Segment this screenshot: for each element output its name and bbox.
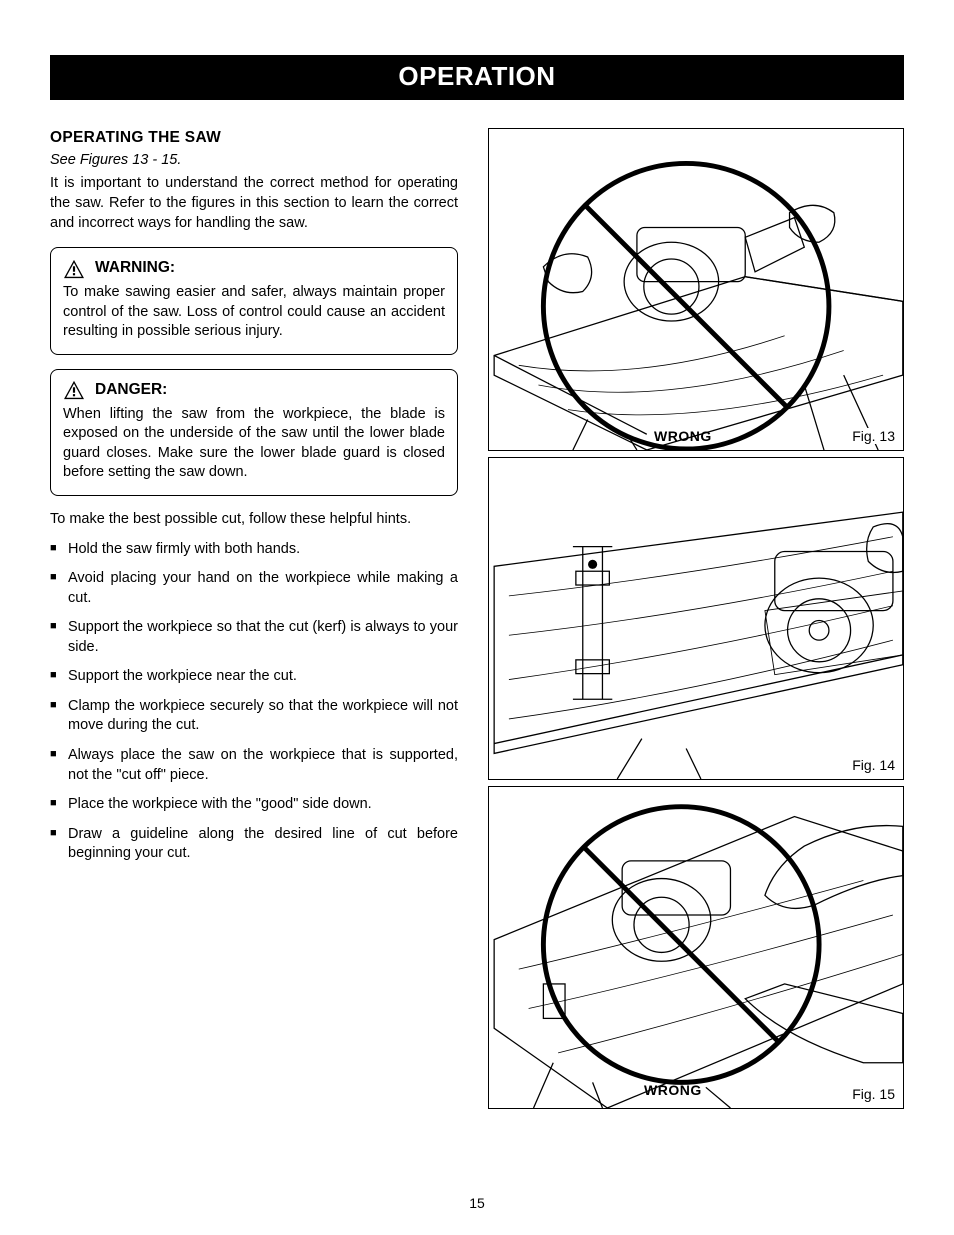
figure-15-label: Fig. 15 — [852, 1086, 895, 1102]
list-item: Place the workpiece with the "good" side… — [50, 795, 458, 815]
danger-title: DANGER: — [95, 380, 167, 401]
danger-header: DANGER: — [63, 380, 445, 401]
wrong-label-13: WRONG — [654, 428, 712, 444]
title-bar: OPERATION — [50, 55, 904, 100]
content-columns: OPERATING THE SAW See Figures 13 - 15. I… — [50, 128, 904, 1109]
danger-callout: DANGER: When lifting the saw from the wo… — [50, 369, 458, 496]
list-item: Support the workpiece so that the cut (k… — [50, 618, 458, 657]
figure-15-panel: WRONG Fig. 15 — [488, 786, 904, 1109]
figure-14-label: Fig. 14 — [852, 757, 895, 773]
danger-body: When lifting the saw from the workpiece,… — [63, 405, 445, 483]
left-column: OPERATING THE SAW See Figures 13 - 15. I… — [50, 128, 458, 1109]
list-item: Hold the saw firmly with both hands. — [50, 540, 458, 560]
figure-15-illustration — [489, 787, 903, 1108]
wrong-label-15: WRONG — [644, 1082, 702, 1098]
hints-intro: To make the best possible cut, follow th… — [50, 510, 458, 530]
see-figures-ref: See Figures 13 - 15. — [50, 151, 458, 171]
page-number: 15 — [0, 1195, 954, 1211]
list-item: Always place the saw on the workpiece th… — [50, 746, 458, 785]
warning-callout: WARNING: To make sawing easier and safer… — [50, 247, 458, 355]
list-item: Clamp the workpiece securely so that the… — [50, 697, 458, 736]
warning-icon — [63, 259, 85, 279]
figure-14-panel: Fig. 14 — [488, 457, 904, 780]
hints-list: Hold the saw firmly with both hands. Avo… — [50, 540, 458, 864]
warning-header: WARNING: — [63, 258, 445, 279]
danger-icon — [63, 380, 85, 400]
list-item: Support the workpiece near the cut. — [50, 667, 458, 687]
section-heading: OPERATING THE SAW — [50, 128, 458, 149]
list-item: Avoid placing your hand on the workpiece… — [50, 569, 458, 608]
right-column: WRONG Fig. 13 — [488, 128, 904, 1109]
figure-13-illustration — [489, 129, 903, 450]
list-item: Draw a guideline along the desired line … — [50, 825, 458, 864]
warning-body: To make sawing easier and safer, always … — [63, 283, 445, 342]
figure-14-illustration — [489, 458, 903, 779]
warning-title: WARNING: — [95, 258, 175, 279]
figure-13-panel: WRONG Fig. 13 — [488, 128, 904, 451]
intro-paragraph: It is important to understand the correc… — [50, 174, 458, 233]
figure-13-label: Fig. 13 — [852, 428, 895, 444]
